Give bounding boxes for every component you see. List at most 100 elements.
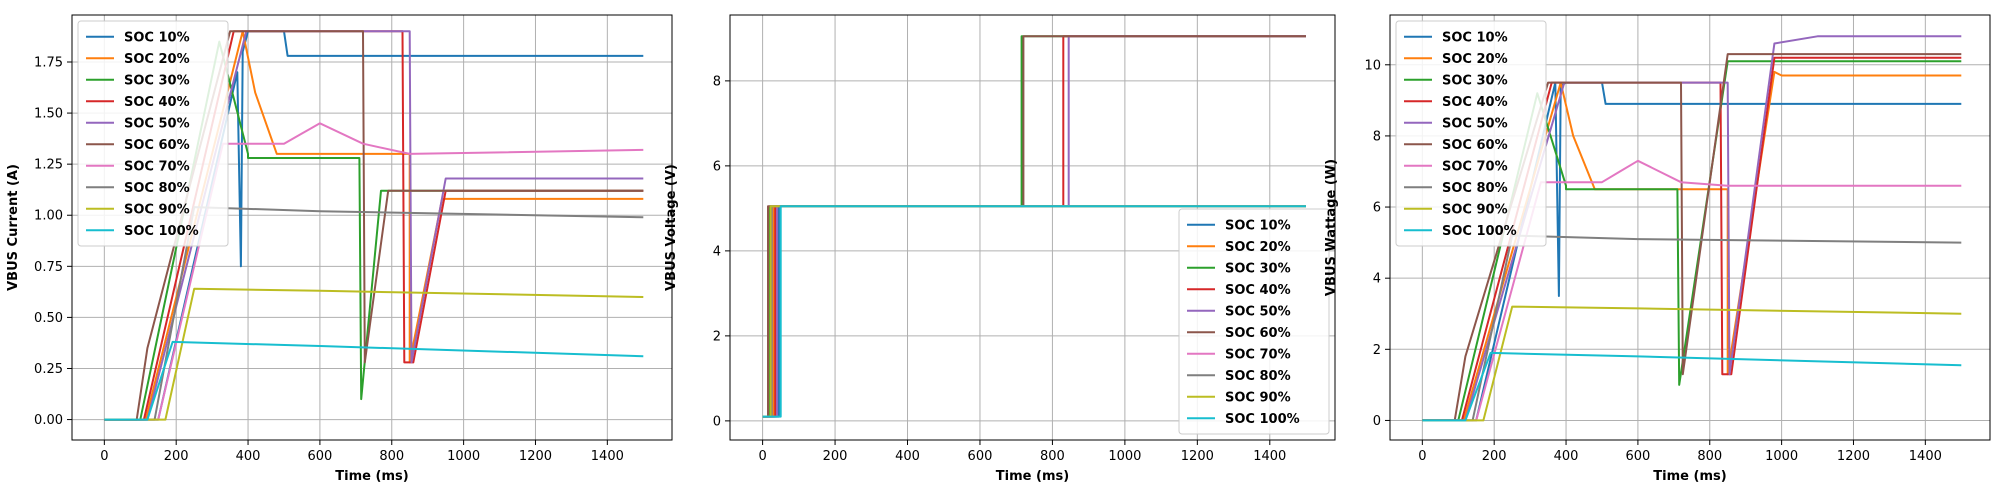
- y-tick-label: 1.50: [34, 107, 63, 122]
- x-tick-label: 400: [1554, 449, 1579, 464]
- x-tick-label: 1200: [519, 449, 552, 464]
- current-chart: 0 200 400 600 800 1000 1200 1400 0.00 0.25 0.50 0.7…: [6, 14, 673, 484]
- legend-label: SOC 20%: [1225, 240, 1291, 255]
- legend-label: SOC 80%: [124, 181, 190, 196]
- y-tick-label: 2: [713, 329, 721, 344]
- y-tick-label: 2: [1373, 343, 1381, 358]
- wattage-chart: 0 200 400 600 800 1000 1200 1400 0 2 4 6 8 10 Time (ms…: [1324, 14, 1991, 484]
- y-tick-label: 6: [713, 159, 721, 174]
- series-group: [1422, 35, 1962, 422]
- series-line: [104, 340, 644, 421]
- legend-box: [77, 20, 229, 247]
- y-tick-label: 4: [1373, 272, 1381, 287]
- x-tick-label: 800: [379, 449, 404, 464]
- axes-frame: [71, 14, 673, 441]
- y-tick-label: 8: [713, 74, 721, 89]
- y-tick-label: 0.75: [34, 260, 63, 275]
- legend-label: SOC 70%: [124, 159, 190, 174]
- legend-label: SOC 10%: [1442, 30, 1508, 45]
- legend-label: SOC 10%: [1225, 218, 1291, 233]
- legend-label: SOC 50%: [124, 116, 190, 131]
- y-tick-label: 1.25: [34, 158, 63, 173]
- legend: SOC 10% SOC 20% SOC 30% SOC 40% SOC 50% SOC 6…: [1178, 208, 1330, 435]
- series-line: [1422, 351, 1962, 422]
- legend-label: SOC 60%: [1225, 326, 1291, 341]
- series-line: [104, 30, 644, 421]
- y-tick-label: 0.25: [34, 362, 63, 377]
- x-tick-label: 0: [100, 449, 108, 464]
- voltage-chart: 0 200 400 600 800 1000 1200 1400 0 2 4 6 8 Time (ms) V…: [664, 14, 1336, 484]
- legend-label: SOC 90%: [1225, 390, 1291, 405]
- x-tick-label: 400: [895, 449, 920, 464]
- y-axis-label: VBUS Current (A): [6, 164, 21, 291]
- x-tick-label: 800: [1697, 449, 1722, 464]
- x-tick-label: 600: [1625, 449, 1650, 464]
- y-tick-label: 0.50: [34, 311, 63, 326]
- x-tick-label: 1400: [1253, 449, 1286, 464]
- y-tick-label: 8: [1373, 129, 1381, 144]
- x-tick-label: 1000: [1765, 449, 1798, 464]
- series-line: [1422, 159, 1962, 422]
- x-tick-label: 400: [236, 449, 261, 464]
- y-tick-label: 0: [713, 414, 721, 429]
- legend-label: SOC 80%: [1225, 369, 1291, 384]
- legend-label: SOC 80%: [1442, 181, 1508, 196]
- legend-box: [1178, 208, 1330, 435]
- x-axis-label: Time (ms): [335, 469, 408, 484]
- y-tick-label: 1.75: [34, 55, 63, 70]
- legend-label: SOC 20%: [124, 52, 190, 67]
- x-tick-label: 1000: [447, 449, 480, 464]
- legend-label: SOC 30%: [1442, 73, 1508, 88]
- legend-label: SOC 50%: [1225, 304, 1291, 319]
- y-tick-label: 10: [1364, 58, 1381, 73]
- x-axis-label: Time (ms): [996, 469, 1069, 484]
- series-line: [104, 122, 644, 421]
- series-line: [104, 40, 644, 421]
- legend-label: SOC 100%: [124, 224, 199, 239]
- legend-label: SOC 50%: [1442, 116, 1508, 131]
- x-tick-label: 1200: [1181, 449, 1214, 464]
- x-tick-label: 200: [1482, 449, 1507, 464]
- legend-label: SOC 70%: [1225, 347, 1291, 362]
- legend-label: SOC 100%: [1225, 412, 1300, 427]
- series-line: [104, 30, 644, 421]
- x-tick-label: 1400: [591, 449, 624, 464]
- x-tick-label: 0: [758, 449, 766, 464]
- y-axis-label: VBUS Wattage (W): [1324, 159, 1339, 296]
- y-tick-label: 0.00: [34, 413, 63, 428]
- legend-label: SOC 30%: [124, 73, 190, 88]
- legend: SOC 10% SOC 20% SOC 30% SOC 40% SOC 50% SOC 6…: [1395, 20, 1547, 247]
- x-tick-label: 800: [1040, 449, 1065, 464]
- series-line: [1422, 53, 1962, 422]
- legend-label: SOC 100%: [1442, 224, 1517, 239]
- x-tick-label: 1200: [1837, 449, 1870, 464]
- y-tick-label: 1.00: [34, 209, 63, 224]
- x-tick-label: 1400: [1909, 449, 1942, 464]
- y-tick-label: 6: [1373, 201, 1381, 216]
- series-group: [104, 30, 644, 421]
- legend-label: SOC 10%: [124, 30, 190, 45]
- series-group: [762, 35, 1306, 418]
- legend-label: SOC 40%: [124, 95, 190, 110]
- y-tick-label: 0: [1373, 414, 1381, 429]
- x-tick-label: 600: [307, 449, 332, 464]
- legend-label: SOC 20%: [1442, 52, 1508, 67]
- axes-frame: [1389, 14, 1991, 441]
- legend-label: SOC 90%: [1442, 202, 1508, 217]
- legend-label: SOC 40%: [1225, 283, 1291, 298]
- x-tick-label: 1000: [1108, 449, 1141, 464]
- series-line: [1422, 35, 1962, 422]
- legend-label: SOC 30%: [1225, 261, 1291, 276]
- legend-label: SOC 60%: [1442, 138, 1508, 153]
- legend-label: SOC 90%: [124, 202, 190, 217]
- x-tick-label: 0: [1418, 449, 1426, 464]
- axes-frame: [729, 14, 1336, 441]
- legend-box: [1395, 20, 1547, 247]
- series-line: [1422, 56, 1962, 422]
- x-tick-label: 200: [823, 449, 848, 464]
- x-axis-label: Time (ms): [1653, 469, 1726, 484]
- x-tick-label: 200: [164, 449, 189, 464]
- y-axis-label: VBUS Voltage (V): [664, 164, 679, 291]
- legend: SOC 10% SOC 20% SOC 30% SOC 40% SOC 50% SOC 6…: [77, 20, 229, 247]
